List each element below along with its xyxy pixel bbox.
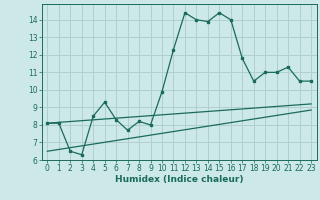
X-axis label: Humidex (Indice chaleur): Humidex (Indice chaleur) [115, 175, 244, 184]
